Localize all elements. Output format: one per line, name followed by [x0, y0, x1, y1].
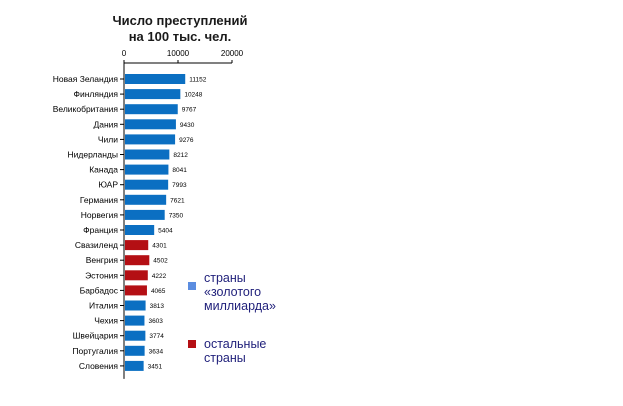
data-label: 4065: [151, 288, 166, 295]
category-label: Норвегия: [81, 210, 119, 220]
data-label: 3451: [148, 363, 163, 370]
bar: [125, 89, 181, 100]
category-label: Свазиленд: [75, 240, 118, 250]
bar: [125, 104, 178, 115]
data-label: 7621: [170, 197, 185, 204]
bar: [125, 255, 150, 266]
data-label: 3603: [148, 318, 163, 325]
data-label: 11152: [189, 77, 206, 84]
category-label: Германия: [80, 195, 119, 205]
bar: [125, 164, 169, 175]
category-label: Словения: [79, 361, 119, 371]
category-label: Канада: [89, 165, 118, 175]
data-label: 7350: [169, 212, 184, 219]
chart-title-line-2: на 100 тыс. чел.: [129, 29, 232, 44]
legend-swatch-other: [188, 340, 196, 348]
category-label: ЮАР: [98, 180, 118, 190]
category-label: Барбадос: [80, 285, 119, 295]
bar: [125, 240, 149, 251]
category-label: Италия: [89, 301, 118, 311]
legend-label-golden: страны: [204, 271, 246, 285]
category-label: Нидерланды: [68, 150, 118, 160]
category-label: Эстония: [85, 270, 118, 280]
data-label: 9767: [182, 107, 197, 114]
category-label: Дания: [93, 119, 118, 129]
bar: [125, 330, 146, 341]
bar: [125, 345, 145, 356]
legend-label-other: остальные: [204, 337, 266, 351]
category-label: Португалия: [72, 346, 118, 356]
bar: [125, 285, 147, 296]
bar: [125, 209, 165, 220]
bars: Новая Зеландия 11152 Финляндия 10248 Великоб…: [53, 74, 207, 371]
x-tick-label: 20000: [221, 49, 244, 58]
bar: [125, 270, 148, 281]
category-label: Чили: [98, 134, 118, 144]
data-label: 3813: [150, 303, 165, 310]
data-label: 5404: [158, 228, 173, 235]
legend-swatch-golden: [188, 282, 196, 290]
data-label: 8212: [173, 152, 188, 159]
category-label: Чехия: [94, 316, 118, 326]
legend-label-golden: «золотого: [204, 285, 261, 299]
data-label: 3634: [149, 348, 164, 355]
data-label: 9276: [179, 137, 194, 144]
category-label: Новая Зеландия: [53, 74, 119, 84]
legend-label-other: страны: [204, 351, 246, 365]
data-label: 4502: [153, 258, 168, 265]
bar: [125, 315, 145, 326]
chart-title-line-1: Число преступлений: [112, 13, 247, 28]
data-label: 3774: [149, 333, 164, 340]
bar: [125, 149, 170, 160]
bar: [125, 360, 144, 371]
bar: [125, 194, 167, 205]
data-label: 4301: [152, 243, 167, 250]
data-label: 4222: [152, 273, 167, 280]
category-label: Финляндия: [74, 89, 119, 99]
bar: [125, 119, 176, 130]
data-label: 9430: [180, 122, 195, 129]
x-tick-label: 10000: [167, 49, 190, 58]
bar: [125, 179, 169, 190]
bar: [125, 225, 155, 235]
category-label: Венгрия: [86, 255, 119, 265]
data-label: 8041: [172, 167, 187, 174]
bar: [125, 300, 146, 311]
legend-label-golden: миллиарда»: [204, 299, 276, 313]
bar: [125, 134, 176, 145]
data-label: 7993: [172, 182, 187, 189]
bar: [125, 74, 186, 84]
category-label: Великобритания: [53, 104, 119, 114]
category-label: Швейцария: [73, 331, 119, 341]
data-label: 10248: [184, 92, 202, 99]
x-tick-label: 0: [122, 49, 127, 58]
value-axis: 0 10000 20000: [122, 49, 244, 379]
category-label: Франция: [83, 225, 118, 235]
